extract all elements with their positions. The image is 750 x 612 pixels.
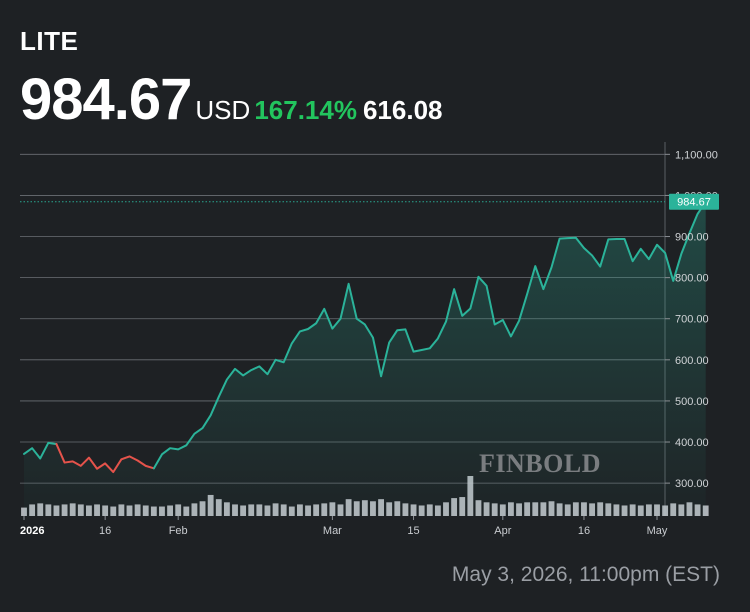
y-tick-label: 500.00 (675, 396, 709, 408)
x-tick-label: 16 (578, 525, 590, 537)
y-tick-label: 400.00 (675, 437, 709, 449)
y-tick-label: 600.00 (675, 355, 709, 367)
change-percent: 167.14% (254, 95, 357, 125)
x-tick-label: 15 (407, 525, 419, 537)
price-line (23, 200, 707, 474)
y-tick-label: 1,100.00 (675, 149, 718, 161)
y-tick-label: 800.00 (675, 273, 709, 285)
price-row: 984.67 USD 167.14% 616.08 (20, 66, 443, 133)
ticker-symbol: LITE (20, 26, 79, 56)
x-tick-label: 2026 (20, 525, 44, 537)
volume-bar (702, 505, 709, 516)
price-line-up-segment (23, 441, 58, 460)
current-price: 984.67 (20, 67, 192, 132)
currency-label: USD (195, 95, 251, 125)
x-tick-label: Mar (323, 525, 342, 537)
finbold-watermark: FINBOLD (479, 449, 601, 478)
y-tick-label: 700.00 (675, 314, 709, 326)
price-area-fill (24, 201, 706, 517)
y-tick-label: 900.00 (675, 232, 709, 244)
last-price-badge: 984.67 (20, 193, 719, 210)
last-price-badge-bg (669, 193, 719, 210)
x-axis-ticks: 2026 16 Feb Mar 15 Apr 16 May (20, 516, 668, 537)
change-absolute: 616.08 (362, 95, 443, 125)
price-line-up-segment (152, 200, 707, 470)
x-tick-label: Apr (494, 525, 511, 537)
x-tick-label: May (647, 525, 668, 537)
last-price-badge-label: 984.67 (677, 197, 711, 209)
y-tick-label: 300.00 (675, 478, 709, 490)
x-tick-label: 16 (99, 525, 111, 537)
price-line-down-segment (55, 443, 155, 474)
timestamp: May 3, 2026, 11:00pm (EST) (451, 563, 720, 586)
x-tick-label: Feb (169, 525, 188, 537)
